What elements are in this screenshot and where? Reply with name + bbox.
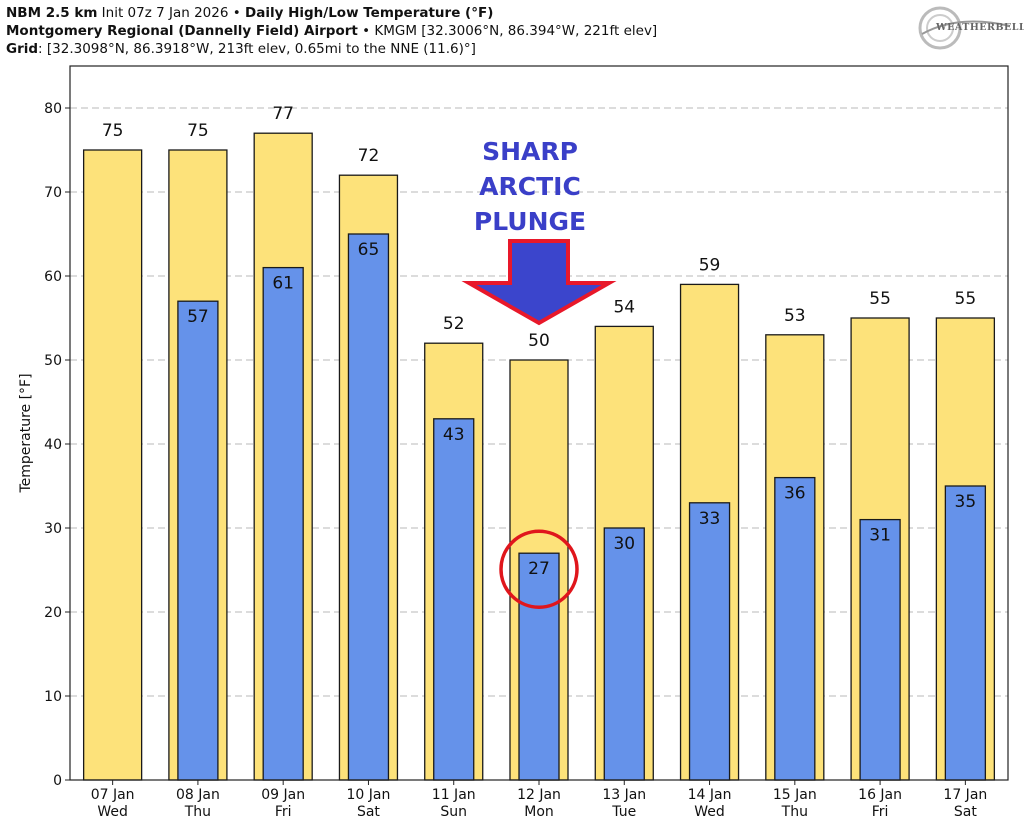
logo-text: WEATHERBELL (936, 22, 1024, 33)
low-temp-label: 27 (528, 559, 550, 579)
x-tick-label: Thu (781, 804, 808, 820)
low-temp-label: 30 (613, 534, 635, 554)
low-temp-bar (177, 300, 219, 781)
low-temp-label: 33 (699, 509, 721, 529)
high-temp-bar (82, 149, 143, 781)
y-tick-label: 50 (44, 353, 62, 369)
down-arrow-icon (461, 239, 617, 326)
low-temp-bar (433, 418, 475, 781)
low-temp-label: 35 (955, 492, 977, 512)
weatherbell-logo-icon (918, 6, 1011, 50)
y-axis-label: Temperature [°F] (18, 373, 34, 493)
high-temp-label: 53 (784, 306, 806, 326)
low-temp-bar (347, 233, 390, 781)
high-temp-label: 75 (187, 121, 209, 141)
x-tick-label: 09 Jan (261, 787, 305, 803)
y-tick-label: 40 (44, 437, 62, 453)
x-tick-label: 12 Jan (517, 787, 561, 803)
low-temp-label: 36 (784, 484, 806, 504)
x-tick-label: 14 Jan (688, 787, 732, 803)
x-tick-label: 07 Jan (91, 787, 135, 803)
station-name: Montgomery Regional (Dannelly Field) Air… (6, 23, 358, 39)
callout-line-1: SHARP (482, 137, 578, 166)
y-tick-label: 30 (44, 521, 62, 537)
x-tick-label: 15 Jan (773, 787, 817, 803)
x-tick-label: Fri (872, 804, 889, 820)
header-line-3: Grid: [32.3098°N, 86.3918°W, 213ft elev,… (6, 40, 657, 58)
y-tick-label: 10 (44, 689, 62, 705)
grid-details: : [32.3098°N, 86.3918°W, 213ft elev, 0.6… (38, 41, 476, 57)
low-temp-bar (688, 502, 731, 781)
y-tick-label: 60 (44, 269, 62, 285)
low-temp-bar (603, 527, 645, 781)
high-temp-label: 59 (699, 255, 721, 275)
x-tick-label: Sat (954, 804, 977, 820)
high-temp-label: 75 (102, 121, 124, 141)
y-tick-label: 70 (44, 185, 62, 201)
x-tick-label: Thu (184, 804, 211, 820)
callout-line-3: PLUNGE (473, 207, 587, 236)
high-temp-label: 55 (955, 289, 977, 309)
x-tick-label: Mon (524, 804, 554, 820)
high-temp-label: 54 (613, 297, 635, 317)
x-tick-label: 16 Jan (858, 787, 902, 803)
x-tick-label: Sun (440, 804, 467, 820)
x-tick-label: Tue (611, 804, 636, 820)
low-temp-bar (262, 266, 304, 781)
x-tick-label: Fri (275, 804, 292, 820)
low-temp-label: 43 (443, 425, 465, 445)
high-temp-label: 77 (272, 104, 294, 124)
low-temp-label: 31 (869, 526, 891, 546)
callout-line-2: ARCTIC (479, 172, 581, 201)
x-tick-label: Wed (694, 804, 725, 820)
y-tick-label: 0 (53, 773, 62, 789)
x-tick-label: 17 Jan (943, 787, 987, 803)
init-time: Init 07z 7 Jan 2026 • (97, 5, 245, 21)
header-line-1: NBM 2.5 km Init 07z 7 Jan 2026 • Daily H… (6, 4, 657, 22)
plot-frame (69, 65, 1009, 781)
x-tick-label: 10 Jan (347, 787, 391, 803)
high-temp-label: 55 (869, 289, 891, 309)
grid-label: Grid (6, 41, 39, 57)
y-tick-label: 80 (44, 101, 62, 117)
chart-header: NBM 2.5 km Init 07z 7 Jan 2026 • Daily H… (6, 4, 657, 58)
low-temp-bar (859, 518, 901, 781)
low-temp-bar (518, 552, 560, 781)
low-temp-label: 61 (272, 274, 294, 294)
x-tick-label: 08 Jan (176, 787, 220, 803)
high-temp-label: 52 (443, 314, 465, 334)
x-tick-label: Sat (357, 804, 380, 820)
x-tick-label: 11 Jan (432, 787, 476, 803)
low-temp-label: 57 (187, 307, 209, 327)
low-temp-bar (944, 485, 987, 781)
high-temp-label: 50 (528, 331, 550, 351)
x-tick-label: 13 Jan (602, 787, 646, 803)
header-line-2: Montgomery Regional (Dannelly Field) Air… (6, 22, 657, 40)
highlight-circle (499, 529, 579, 609)
x-tick-label: Wed (97, 804, 128, 820)
low-temp-label: 65 (358, 240, 380, 260)
y-tick-label: 20 (44, 605, 62, 621)
low-temp-bar (774, 476, 816, 781)
sharp-arctic-plunge-callout: SHARP ARCTIC PLUNGE (440, 134, 620, 239)
model-name: NBM 2.5 km (6, 5, 98, 21)
station-details: • KMGM [32.3006°N, 86.394°W, 221ft elev] (357, 23, 658, 39)
product-name: Daily High/Low Temperature (°F) (245, 5, 494, 21)
high-temp-label: 72 (358, 146, 380, 166)
